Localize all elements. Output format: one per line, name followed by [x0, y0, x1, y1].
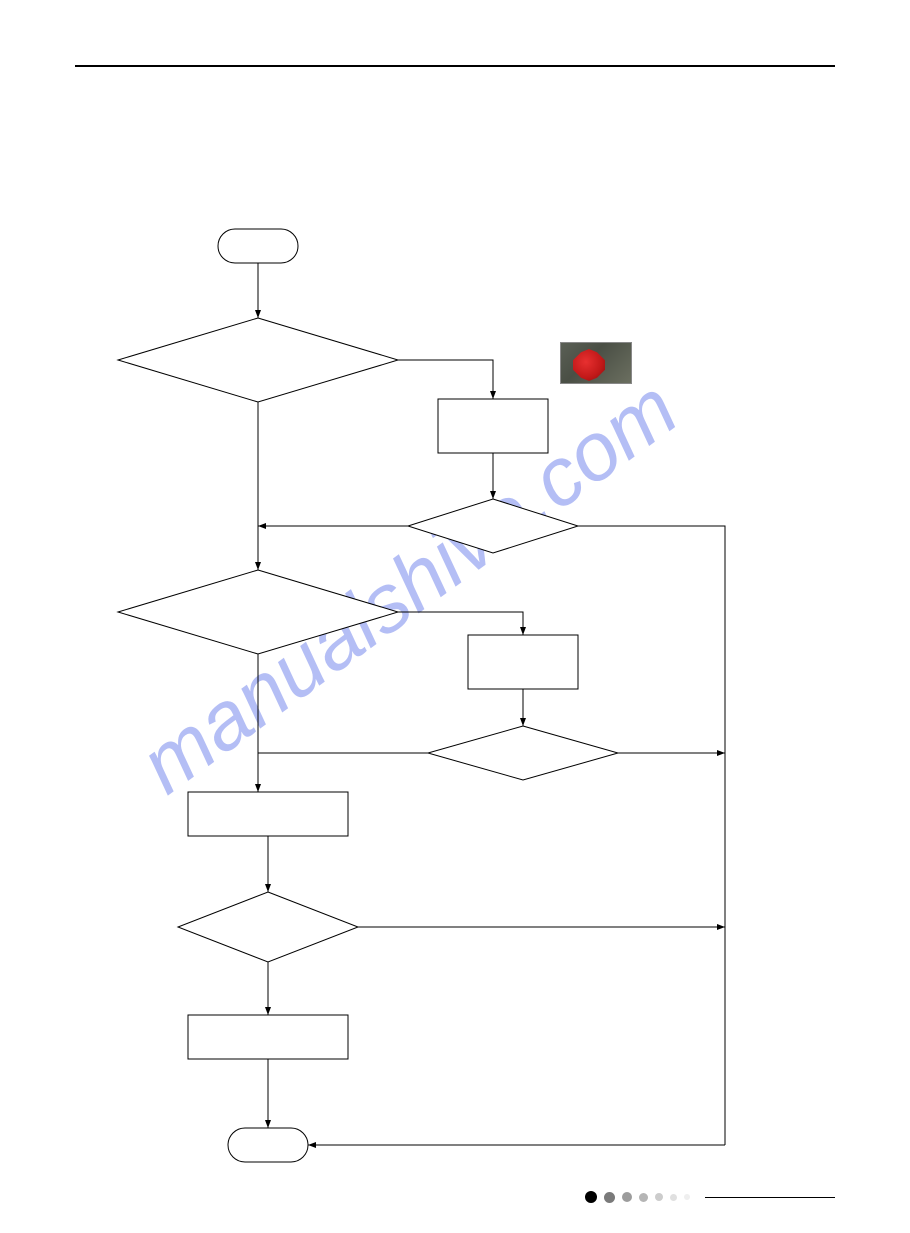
flow-edge	[398, 360, 493, 399]
page-indicator-dots	[585, 1191, 690, 1203]
flow-node-p4	[188, 1015, 348, 1059]
page-dot	[639, 1193, 648, 1202]
page-dot	[655, 1193, 663, 1201]
flow-node-end	[228, 1128, 308, 1162]
flow-edge	[258, 753, 428, 792]
page-dot	[684, 1194, 690, 1200]
flow-node-p1	[438, 399, 548, 453]
page-dot	[604, 1192, 615, 1203]
footer-rule	[705, 1197, 835, 1198]
flow-node-d3	[118, 570, 398, 654]
flow-node-d4	[428, 726, 618, 780]
flowchart-canvas	[0, 0, 910, 1233]
page-dot	[622, 1192, 632, 1202]
flow-edge	[578, 526, 725, 1145]
component-photo	[560, 342, 632, 384]
flow-node-p2	[468, 635, 578, 689]
flow-node-d1	[118, 318, 398, 402]
flow-node-p3	[188, 792, 348, 836]
page-dot	[585, 1191, 597, 1203]
flow-node-d5	[178, 892, 358, 962]
flow-edge	[398, 612, 523, 635]
flow-node-d2	[408, 499, 578, 553]
flow-node-start	[218, 229, 298, 263]
page-dot	[670, 1194, 677, 1201]
